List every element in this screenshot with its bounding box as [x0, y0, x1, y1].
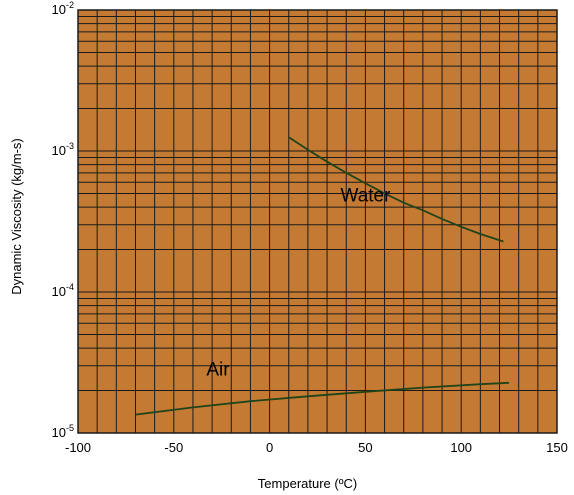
x-tick-label: -50	[164, 440, 183, 455]
tick-labels: -100 -50 0 50 100 150 10-2 10-3 10-4 10-5	[52, 0, 568, 455]
grid	[77, 10, 558, 434]
y-tick-label: 10-3	[52, 141, 74, 158]
annotation-water: Water	[340, 185, 391, 206]
y-axis-label: Dynamic Viscosity (kg/m-s)	[9, 138, 24, 295]
x-tick-label: 0	[266, 440, 273, 455]
series-line-air	[135, 381, 510, 416]
plot-area	[78, 10, 557, 433]
x-axis-label: Temperature (ºC)	[258, 476, 357, 491]
annotations: Water Air	[206, 185, 391, 380]
x-tick-label: 150	[546, 440, 568, 455]
y-tick-label: 10-5	[52, 423, 74, 440]
y-tick-label: 10-4	[52, 282, 74, 299]
series-layer	[135, 136, 510, 416]
series-line-water	[288, 136, 504, 243]
x-tick-label: 100	[450, 440, 472, 455]
y-tick-label: 10-2	[52, 0, 74, 17]
annotation-air: Air	[206, 360, 230, 381]
x-tick-label: 50	[358, 440, 372, 455]
x-tick-label: -100	[65, 440, 91, 455]
plot-frame	[77, 9, 558, 434]
